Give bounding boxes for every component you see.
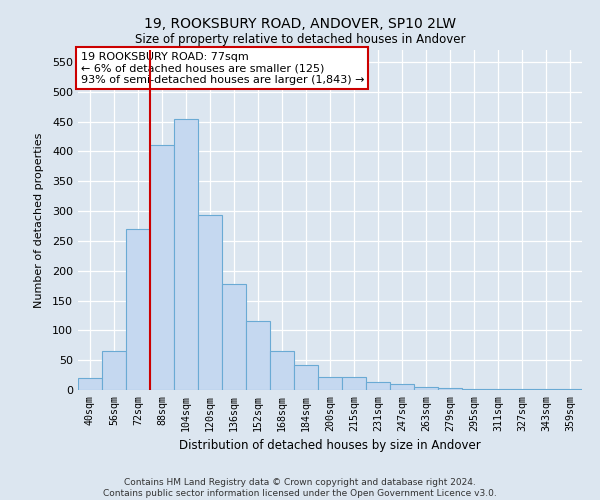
Bar [318,377,342,390]
Text: Size of property relative to detached houses in Andover: Size of property relative to detached ho… [135,32,465,46]
X-axis label: Distribution of detached houses by size in Andover: Distribution of detached houses by size … [179,439,481,452]
Bar [174,118,198,390]
Bar [390,384,414,390]
Y-axis label: Number of detached properties: Number of detached properties [34,132,44,308]
Bar [198,215,222,390]
Bar [342,377,366,390]
Text: 19, ROOKSBURY ROAD, ANDOVER, SP10 2LW: 19, ROOKSBURY ROAD, ANDOVER, SP10 2LW [144,18,456,32]
Text: Contains HM Land Registry data © Crown copyright and database right 2024.
Contai: Contains HM Land Registry data © Crown c… [103,478,497,498]
Bar [414,387,438,390]
Bar [270,350,294,390]
Text: 19 ROOKSBURY ROAD: 77sqm
← 6% of detached houses are smaller (125)
93% of semi-d: 19 ROOKSBURY ROAD: 77sqm ← 6% of detache… [80,52,364,85]
Bar [246,322,270,390]
Bar [126,229,150,390]
Bar [294,365,318,390]
Bar [366,382,390,390]
Bar [102,351,126,390]
Bar [222,284,246,390]
Bar [462,389,486,390]
Bar [78,378,102,390]
Bar [150,146,174,390]
Bar [438,388,462,390]
